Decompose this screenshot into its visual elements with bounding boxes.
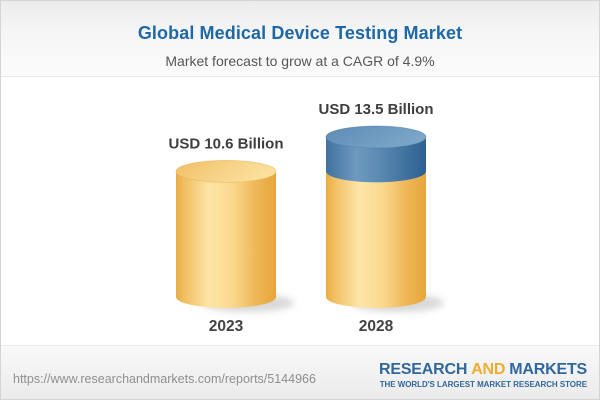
- bar-2023: USD 10.6 Billion 2023: [168, 135, 294, 335]
- bar-segment-base: [176, 171, 276, 308]
- logo-word-markets: MARKETS: [509, 361, 587, 378]
- footer: https://www.researchandmarkets.com/repor…: [1, 345, 599, 399]
- chart-header: Global Medical Device Testing Market Mar…: [1, 1, 599, 77]
- bar-value-label: USD 13.5 Billion: [318, 101, 433, 118]
- chart-title: Global Medical Device Testing Market: [137, 23, 463, 43]
- bar-cap-growth: [325, 125, 427, 149]
- bar-2028: USD 13.5 Billion 2028: [318, 101, 444, 335]
- logo-wordmark: RESEARCH AND MARKETS: [379, 362, 587, 378]
- bar-segment-base: [326, 171, 426, 308]
- bar-cap-base: [175, 159, 277, 183]
- bar-category-label: 2023: [209, 318, 244, 335]
- bar-shadow: [352, 294, 444, 312]
- chart-subtitle: Market forecast to grow at a CAGR of 4.9…: [165, 53, 435, 69]
- bar-value-label: USD 10.6 Billion: [168, 135, 283, 152]
- researchandmarkets-logo: RESEARCH AND MARKETS THE WORLD'S LARGEST M…: [379, 362, 587, 389]
- bar-category-label: 2028: [359, 318, 394, 335]
- logo-word-research: RESEARCH: [379, 361, 468, 378]
- bar-segment-growth: [326, 137, 426, 183]
- logo-word-and: AND: [471, 361, 506, 378]
- source-url: https://www.researchandmarkets.com/repor…: [13, 372, 316, 386]
- bar-shadow: [202, 294, 294, 312]
- logo-tagline: THE WORLD'S LARGEST MARKET RESEARCH STOR…: [379, 380, 587, 389]
